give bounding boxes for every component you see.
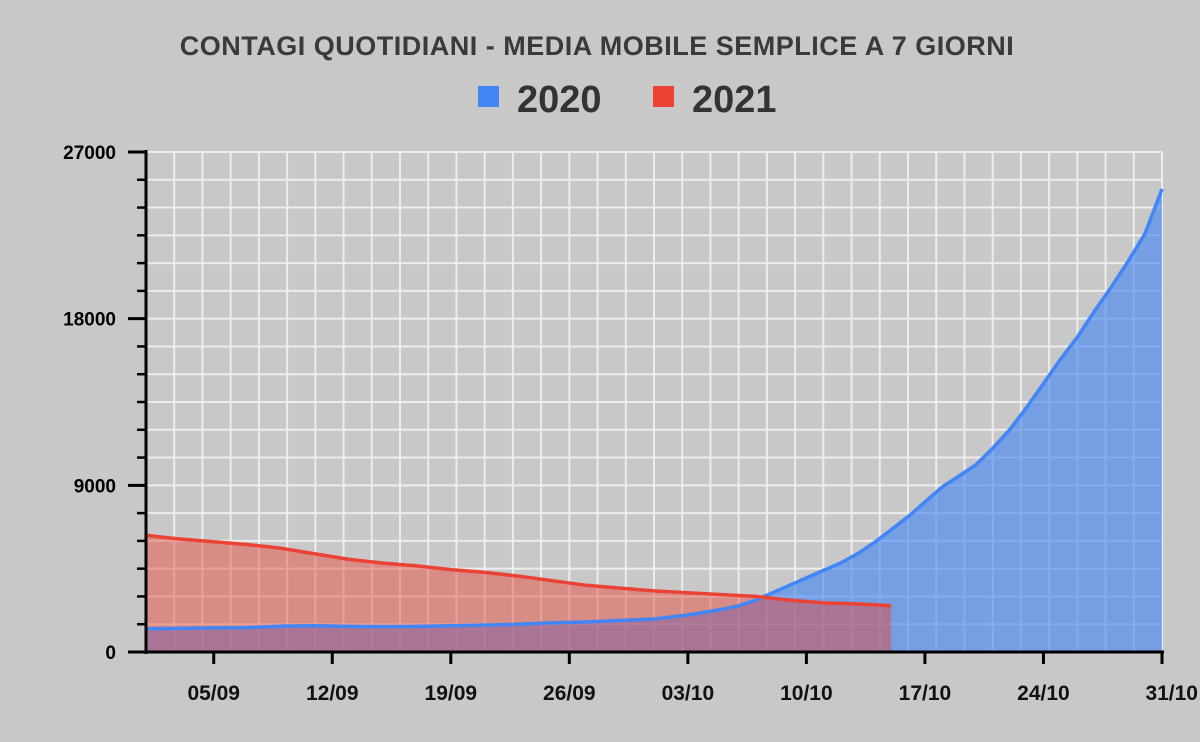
x-tick-label: 05/09 <box>187 682 240 705</box>
legend-swatch-2021 <box>653 86 674 107</box>
y-tick-label: 18000 <box>63 310 116 331</box>
x-tick-label: 19/09 <box>425 682 478 705</box>
x-tick-label: 10/10 <box>780 682 833 705</box>
line-2020 <box>145 188 1164 631</box>
y-tick-label: 9000 <box>74 476 116 497</box>
legend-label-2021: 2021 <box>692 79 777 121</box>
chart-grid <box>145 151 1163 653</box>
y-tick-label: 27000 <box>63 143 116 164</box>
area-2020 <box>146 189 1162 652</box>
x-tick-label: 24/10 <box>1017 682 1070 705</box>
y-tick-label: 0 <box>105 643 116 664</box>
chart-ticks: 0 9000 18000 27000 05/09 12/09 19/09 26/09 03/10… <box>63 143 1198 705</box>
x-tick-label: 12/09 <box>306 682 359 705</box>
area-2021 <box>146 535 892 652</box>
line-2021 <box>145 533 892 608</box>
x-tick-label: 17/10 <box>899 682 952 705</box>
legend: 2020 2021 <box>478 79 777 121</box>
chart-title: CONTAGI QUOTIDIANI - MEDIA MOBILE SEMPLI… <box>180 31 1015 61</box>
chart-areas <box>145 188 1164 652</box>
x-tick-label: 31/10 <box>1145 682 1198 705</box>
legend-label-2020: 2020 <box>517 79 602 121</box>
legend-swatch-2020 <box>478 86 499 107</box>
x-tick-label: 03/10 <box>662 682 715 705</box>
x-tick-label: 26/09 <box>543 682 596 705</box>
